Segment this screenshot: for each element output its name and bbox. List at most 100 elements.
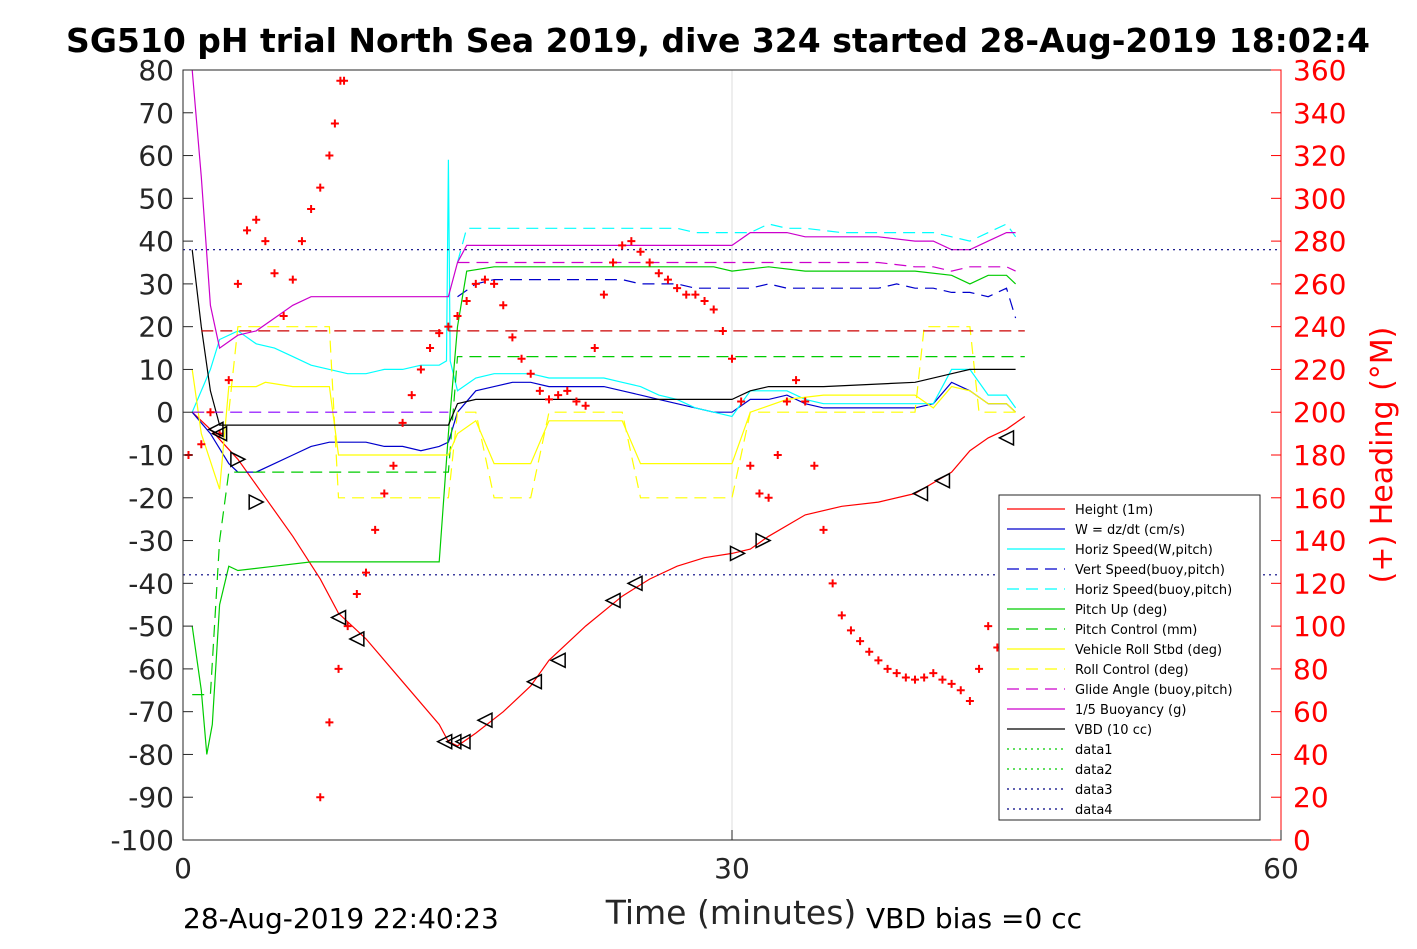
- heading-point: [398, 418, 407, 427]
- heading-point: [920, 673, 929, 682]
- y-tick-label: -80: [128, 738, 174, 771]
- heading-point: [938, 675, 947, 684]
- y2-tick-label: 300: [1293, 182, 1346, 215]
- heading-point: [334, 664, 343, 673]
- y2-tick-label: 140: [1293, 525, 1346, 558]
- dive-marker: [549, 652, 566, 669]
- legend-label: Roll Control (deg): [1075, 663, 1189, 678]
- heading-point: [261, 237, 270, 246]
- heading-point: [206, 408, 215, 417]
- legend-label: data4: [1075, 803, 1113, 818]
- heading-point: [746, 461, 755, 470]
- heading-point: [545, 395, 553, 404]
- heading-point: [975, 664, 984, 673]
- dive-marker: [911, 485, 929, 502]
- y2-tick-label: 40: [1293, 738, 1329, 771]
- legend-label: Pitch Up (deg): [1075, 603, 1167, 618]
- x-tick-label: 60: [1263, 852, 1299, 885]
- y2-tick-label: 260: [1293, 268, 1346, 301]
- heading-point: [297, 237, 306, 246]
- heading-point: [819, 525, 828, 534]
- y2-tick-label: 320: [1293, 140, 1346, 173]
- y-tick-label: 30: [138, 268, 174, 301]
- heading-point: [389, 461, 398, 470]
- heading-point: [563, 386, 572, 395]
- series-line: [192, 356, 1025, 696]
- y2-tick-label: 280: [1293, 225, 1346, 258]
- heading-point: [526, 369, 535, 378]
- dive-marker: [329, 609, 347, 626]
- heading-point: [837, 611, 846, 620]
- y-tick-label: -40: [128, 567, 174, 600]
- y-tick-label: 80: [138, 54, 174, 87]
- dive-marker: [626, 575, 643, 592]
- y2-tick-label: 360: [1293, 54, 1346, 87]
- heading-point: [453, 311, 462, 320]
- heading-point: [865, 647, 874, 656]
- y2-tick-label: 200: [1293, 396, 1346, 429]
- dive-marker: [454, 733, 471, 750]
- heading-point: [700, 297, 709, 305]
- y-tick-label: -90: [128, 781, 174, 814]
- heading-point: [682, 290, 691, 299]
- x-tick-label: 0: [174, 852, 192, 885]
- legend-label: data3: [1075, 783, 1113, 798]
- dive-marker: [525, 673, 543, 690]
- dive-marker: [348, 630, 365, 648]
- series-line: [191, 249, 1016, 426]
- heading-point: [279, 311, 288, 320]
- y2-tick-label: 220: [1293, 353, 1346, 386]
- heading-point: [480, 275, 489, 284]
- heading-point: [581, 401, 590, 410]
- heading-point: [965, 696, 974, 705]
- chart-title: SG510 pH trial North Sea 2019, dive 324 …: [66, 21, 1370, 60]
- heading-point: [352, 590, 361, 599]
- heading-point: [343, 622, 352, 631]
- heading-point: [371, 525, 380, 534]
- dive-marker: [210, 425, 228, 442]
- legend-label: Horiz Speed(W,pitch): [1075, 543, 1213, 558]
- heading-point: [782, 397, 791, 406]
- dive-marker: [248, 493, 265, 511]
- y2-tick-label: 340: [1293, 97, 1346, 130]
- dive-marker: [230, 451, 247, 468]
- y-tick-label: -30: [128, 525, 174, 558]
- heading-point: [737, 397, 746, 406]
- heading-point: [673, 284, 682, 293]
- heading-point: [618, 241, 627, 250]
- y2-axis-label: (+) Heading (°M): [1365, 327, 1400, 584]
- y2-tick-label: 60: [1293, 696, 1329, 729]
- legend: Height (1m) W = dz/dt (cm/s) Horiz Speed(W…: [998, 494, 1261, 821]
- heading-point: [316, 183, 325, 192]
- heading-point: [856, 637, 865, 646]
- y-tick-label: 40: [138, 225, 174, 258]
- legend-label: Vehicle Roll Stbd (deg): [1075, 643, 1222, 658]
- legend-label: VBD (10 cc): [1075, 723, 1152, 738]
- series-line: [457, 279, 1017, 319]
- heading-point: [330, 119, 339, 128]
- legend-label: Glide Angle (buoy,pitch): [1075, 683, 1233, 698]
- heading-point: [508, 333, 517, 342]
- heading-point: [590, 344, 599, 353]
- heading-point: [325, 718, 334, 727]
- heading-point: [243, 226, 252, 235]
- y2-tick-label: 80: [1293, 653, 1329, 686]
- series-line: [191, 159, 1017, 418]
- y2-tick-label: 180: [1293, 439, 1346, 472]
- heading-point: [270, 269, 279, 278]
- heading-point: [874, 656, 883, 665]
- y-tick-label: 70: [138, 97, 174, 130]
- heading-point: [828, 579, 837, 588]
- y-tick-label: 20: [138, 311, 174, 344]
- x-tick-label: 30: [714, 852, 750, 885]
- dive-marker: [476, 712, 493, 729]
- heading-point: [709, 305, 718, 314]
- heading-point: [197, 440, 206, 449]
- series-line: [192, 326, 1016, 499]
- y-tick-label: 10: [138, 353, 174, 386]
- heading-point: [407, 391, 416, 400]
- heading-point: [499, 301, 508, 310]
- heading-point: [316, 793, 325, 802]
